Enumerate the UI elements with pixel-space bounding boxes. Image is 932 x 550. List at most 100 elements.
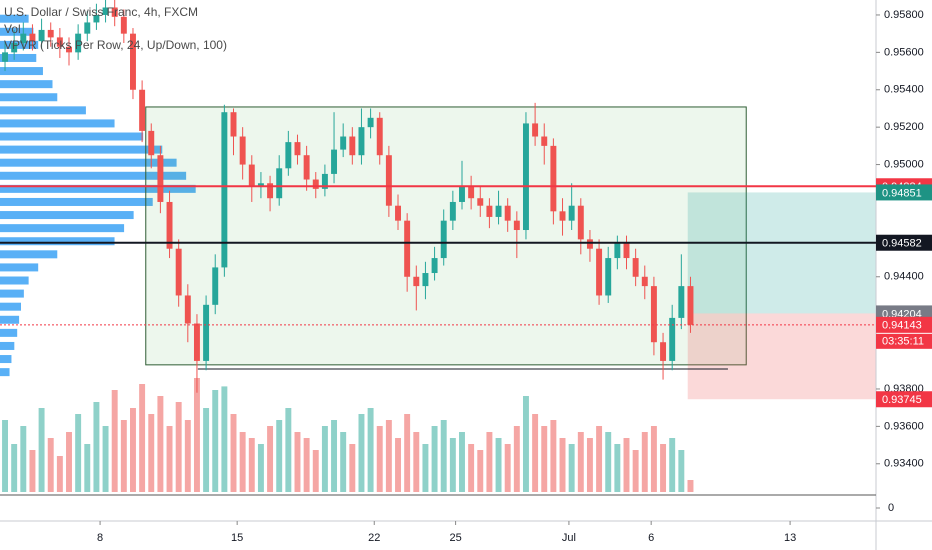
volume-bar <box>248 438 255 492</box>
profile-row <box>0 67 43 76</box>
profile-row <box>0 93 58 102</box>
profile-row <box>0 40 39 49</box>
volume-bar <box>623 438 630 492</box>
candle-body <box>495 205 502 217</box>
candle-body <box>660 342 667 361</box>
profile-row <box>0 158 177 167</box>
profile-row <box>0 250 58 259</box>
candle-body <box>120 16 127 34</box>
candle-body <box>687 286 694 325</box>
volume-bar <box>449 438 456 492</box>
profile-row <box>0 315 20 324</box>
candle-body <box>623 243 630 259</box>
volume-bar <box>459 432 465 492</box>
candle-body <box>678 286 685 318</box>
volume-bar <box>66 432 72 492</box>
volume-bar <box>395 438 401 492</box>
profile-row <box>0 119 115 128</box>
position-stop <box>687 313 876 400</box>
candle-body <box>486 205 493 217</box>
countdown-label: 03:35:11 <box>882 336 924 348</box>
candle-body <box>541 136 548 146</box>
candle-body <box>285 142 292 169</box>
volume-bar <box>413 432 420 492</box>
candle-body <box>111 7 118 17</box>
candle-body <box>2 52 8 62</box>
profile-row <box>0 368 10 377</box>
volume-bar <box>148 414 155 492</box>
volume-bar <box>678 450 685 492</box>
volume-bar <box>641 432 648 492</box>
candle-body <box>230 112 237 137</box>
candle-body <box>385 155 392 206</box>
candle-body <box>47 29 54 38</box>
volume-bar <box>321 426 328 492</box>
volume-bar <box>139 384 146 492</box>
candle-body <box>38 29 45 42</box>
volume-bar <box>2 420 8 492</box>
candle-body <box>605 258 612 296</box>
candle-body <box>267 183 274 199</box>
volume-bar <box>120 420 127 492</box>
candle-body <box>239 136 246 165</box>
volume-bar <box>340 432 347 492</box>
volume-bar <box>276 420 283 492</box>
price-badge-label: 0.94143 <box>882 320 922 332</box>
volume-bar <box>541 426 548 492</box>
volume-bar <box>203 408 210 492</box>
candle-body <box>477 198 484 206</box>
candle-body <box>632 258 639 277</box>
volume-bar <box>632 450 639 492</box>
candle-body <box>20 33 27 44</box>
volume-bar <box>577 432 584 492</box>
profile-row <box>0 132 144 141</box>
volume-bar <box>431 426 438 492</box>
profile-row <box>0 145 163 154</box>
candle-body <box>257 183 264 188</box>
volume-bar <box>660 444 667 492</box>
candle-body <box>550 145 557 212</box>
candle-body <box>413 276 420 287</box>
candle-body <box>248 164 255 188</box>
volume-bar <box>221 386 228 492</box>
y-tick-label: 0.95200 <box>884 121 924 133</box>
candle-body <box>431 258 438 274</box>
x-tick-label: 6 <box>648 532 654 544</box>
candle-body <box>312 179 319 189</box>
volume-bar <box>477 450 484 492</box>
volume-bar <box>605 432 612 492</box>
profile-row <box>0 197 153 206</box>
candle-body <box>66 46 72 53</box>
y-tick-label: 0.95400 <box>884 84 924 96</box>
candle-body <box>650 286 657 343</box>
candle-body <box>84 22 91 34</box>
candle-body <box>669 317 676 361</box>
price-badge <box>876 234 932 251</box>
volume-bar <box>532 414 539 492</box>
candle-body <box>175 248 182 296</box>
candle-body <box>276 168 283 199</box>
candle-body <box>166 201 173 249</box>
profile-row <box>0 341 15 350</box>
candle-body <box>157 155 164 202</box>
x-tick-label: 8 <box>97 532 103 544</box>
candle-body <box>395 205 401 221</box>
volume-bar <box>486 432 493 492</box>
candle-body <box>577 205 584 240</box>
candle-body <box>221 112 228 268</box>
countdown-badge <box>876 333 932 349</box>
volume-bar <box>669 438 676 492</box>
volume-bar <box>614 444 621 492</box>
candle-body <box>404 220 411 277</box>
profile-row <box>0 289 24 298</box>
candle-body <box>102 7 109 15</box>
volume-bar <box>367 408 374 492</box>
volume-bar <box>376 426 383 492</box>
volume-bar <box>102 426 109 492</box>
candle-body <box>193 323 200 361</box>
candle-body <box>559 211 566 221</box>
y-tick-label: 0 <box>888 502 894 514</box>
profile-row <box>0 106 86 115</box>
volume-bar <box>257 444 264 492</box>
